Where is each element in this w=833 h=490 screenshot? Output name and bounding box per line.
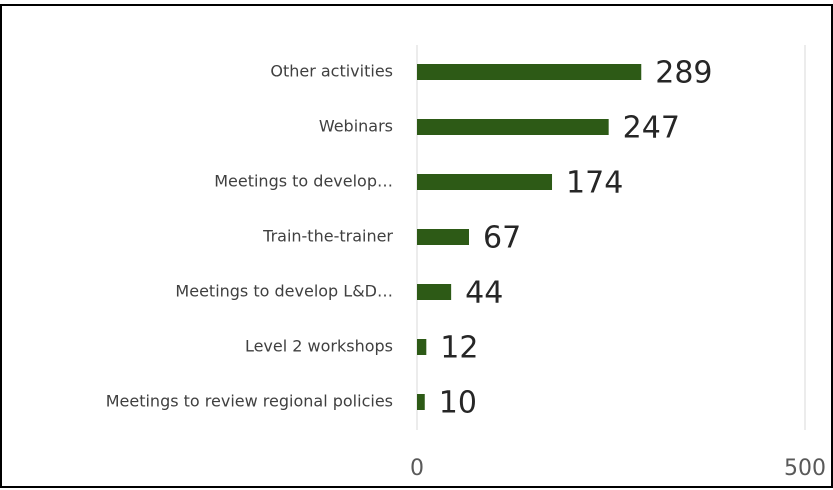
data-label: 289 — [655, 56, 712, 91]
y-tick-label: Other activities — [270, 62, 393, 81]
chart-border — [0, 4, 833, 488]
bar — [417, 394, 425, 410]
bar — [417, 174, 553, 190]
data-label: 12 — [440, 331, 478, 366]
y-tick-label: Meetings to develop L&D… — [175, 282, 393, 301]
x-tick-label: 0 — [410, 456, 424, 481]
y-tick-label: Level 2 workshops — [245, 337, 393, 356]
data-label: 44 — [465, 276, 503, 311]
bar — [417, 284, 452, 300]
y-tick-label: Webinars — [319, 117, 393, 136]
y-tick-label: Train-the-trainer — [262, 227, 393, 246]
bar — [417, 229, 469, 245]
x-tick-label: 500 — [784, 456, 826, 481]
data-label: 67 — [483, 221, 521, 256]
bar — [417, 119, 609, 135]
y-tick-label: Meetings to develop… — [214, 172, 393, 191]
data-label: 247 — [623, 111, 680, 146]
data-label: 174 — [566, 166, 623, 201]
y-tick-label: Meetings to review regional policies — [106, 392, 393, 411]
bar — [417, 64, 642, 80]
bar — [417, 339, 427, 355]
data-label: 10 — [439, 386, 477, 421]
